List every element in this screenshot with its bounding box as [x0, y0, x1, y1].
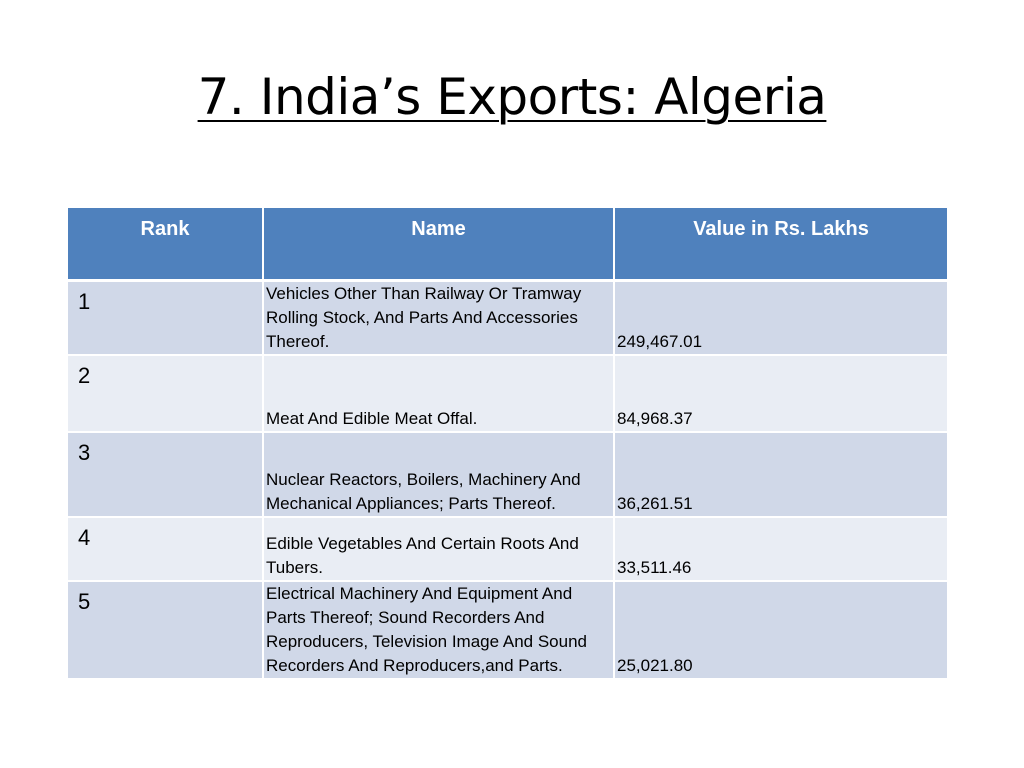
- table-row: 1 Vehicles Other Than Railway Or Tramway…: [68, 280, 947, 356]
- value-cell: 33,511.46: [614, 516, 947, 582]
- header-name: Name: [263, 208, 615, 280]
- header-value: Value in Rs. Lakhs: [614, 208, 947, 280]
- name-cell: Edible Vegetables And Certain Roots And …: [263, 516, 615, 582]
- table-row: 4 Edible Vegetables And Certain Roots An…: [68, 516, 947, 582]
- name-cell: Vehicles Other Than Railway Or Tramway R…: [263, 280, 615, 356]
- rank-cell: 2: [68, 354, 264, 433]
- rank-cell: 4: [68, 516, 264, 582]
- slide-title-text: 7. India’s Exports: Algeria: [197, 68, 827, 126]
- table-row: 2 Meat And Edible Meat Offal. 84,968.37: [68, 354, 947, 433]
- header-rank: Rank: [68, 208, 264, 280]
- table-row: 5 Electrical Machinery And Equipment And…: [68, 580, 947, 680]
- value-cell: 25,021.80: [614, 580, 947, 680]
- name-cell: Electrical Machinery And Equipment And P…: [263, 580, 615, 680]
- name-cell: Meat And Edible Meat Offal.: [263, 354, 615, 433]
- rank-cell: 3: [68, 431, 264, 518]
- rank-cell: 1: [68, 280, 264, 356]
- value-cell: 36,261.51: [614, 431, 947, 518]
- slide-title: 7. India’s Exports: Algeria: [0, 62, 1024, 132]
- exports-table: Rank Name Value in Rs. Lakhs 1 Vehicles …: [68, 208, 947, 680]
- rank-cell: 5: [68, 580, 264, 680]
- value-cell: 249,467.01: [614, 280, 947, 356]
- value-cell: 84,968.37: [614, 354, 947, 433]
- table-row: 3 Nuclear Reactors, Boilers, Machinery A…: [68, 431, 947, 518]
- table-header-row: Rank Name Value in Rs. Lakhs: [68, 208, 947, 280]
- name-cell: Nuclear Reactors, Boilers, Machinery And…: [263, 431, 615, 518]
